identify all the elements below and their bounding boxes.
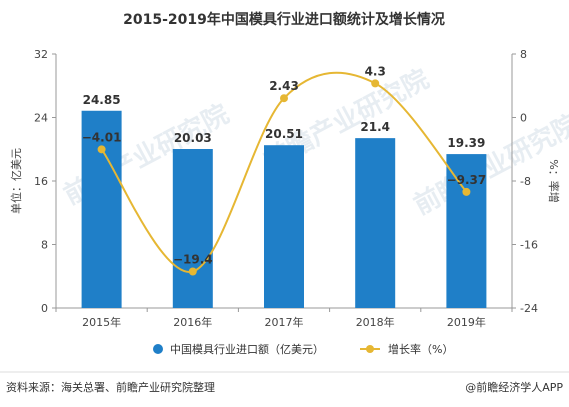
bar-value-label: 19.39	[447, 136, 485, 150]
legend-line-label: 增长率（%）	[388, 342, 453, 356]
right-tick-label: 8	[520, 48, 527, 61]
bar-value-label: 24.85	[83, 93, 121, 107]
legend-line-dot	[366, 345, 374, 353]
right-axis-title: %：率增	[547, 159, 561, 202]
legend-bar-label: 中国模具行业进口额（亿美元）	[170, 343, 324, 356]
line-series	[97, 71, 471, 276]
x-tick-label: 2018年	[356, 315, 395, 329]
legend: 中国模具行业进口额（亿美元） 增长率（%）	[153, 342, 453, 356]
growth-line	[100, 71, 468, 273]
line-value-label: −9.37	[447, 173, 487, 187]
line-value-label: 4.3	[365, 64, 386, 78]
right-tick-label: -24	[520, 302, 538, 315]
bar	[81, 110, 122, 308]
bar	[446, 154, 487, 308]
line-value-label: 2.43	[269, 79, 299, 93]
left-tick-label: 16	[34, 175, 48, 188]
watermark-text: 前瞻产业研究院	[409, 108, 569, 221]
bar	[355, 138, 396, 308]
data-labels: 24.85 20.03 20.51 21.4 19.39 −4.01 −19.4 2.43 4.…	[82, 64, 486, 266]
line-point	[97, 145, 106, 154]
bar-value-label: 20.03	[174, 131, 212, 145]
x-tick-label: 2016年	[173, 315, 212, 329]
credit-note: @前瞻经济学人APP	[465, 380, 563, 394]
left-tick-label: 32	[34, 48, 48, 61]
source-note: 资料来源：海关总署、前瞻产业研究院整理	[6, 380, 215, 394]
left-tick-label: 8	[41, 239, 48, 252]
line-point	[280, 94, 288, 103]
line-point	[188, 267, 197, 276]
line-point	[462, 187, 471, 196]
left-axis-title: 单位：亿美元	[9, 148, 23, 214]
axes: 0 8 16 24 32 -24 -16 -8 0 8 2015年 2016年 2017年 2018年 20…	[9, 48, 561, 329]
right-tick-label: -16	[520, 239, 538, 252]
left-tick-label: 0	[41, 302, 48, 315]
line-value-label: −4.01	[82, 130, 122, 144]
x-tick-label: 2017年	[265, 315, 304, 329]
bar	[264, 145, 304, 308]
right-tick-label: -8	[520, 175, 531, 188]
legend-bar-marker	[153, 344, 163, 354]
bar-value-label: 21.4	[360, 120, 390, 134]
bar-series	[81, 110, 487, 308]
right-tick-label: 0	[520, 112, 527, 125]
left-tick-label: 24	[34, 112, 48, 125]
bar-value-label: 20.51	[265, 127, 303, 141]
x-tick-label: 2015年	[82, 315, 121, 329]
x-tick-label: 2019年	[447, 315, 486, 329]
line-value-label: −19.4	[173, 252, 213, 266]
line-point	[371, 79, 380, 88]
bar	[172, 149, 213, 308]
chart-title: 2015-2019年中国模具行业进口额统计及增长情况	[123, 11, 445, 28]
